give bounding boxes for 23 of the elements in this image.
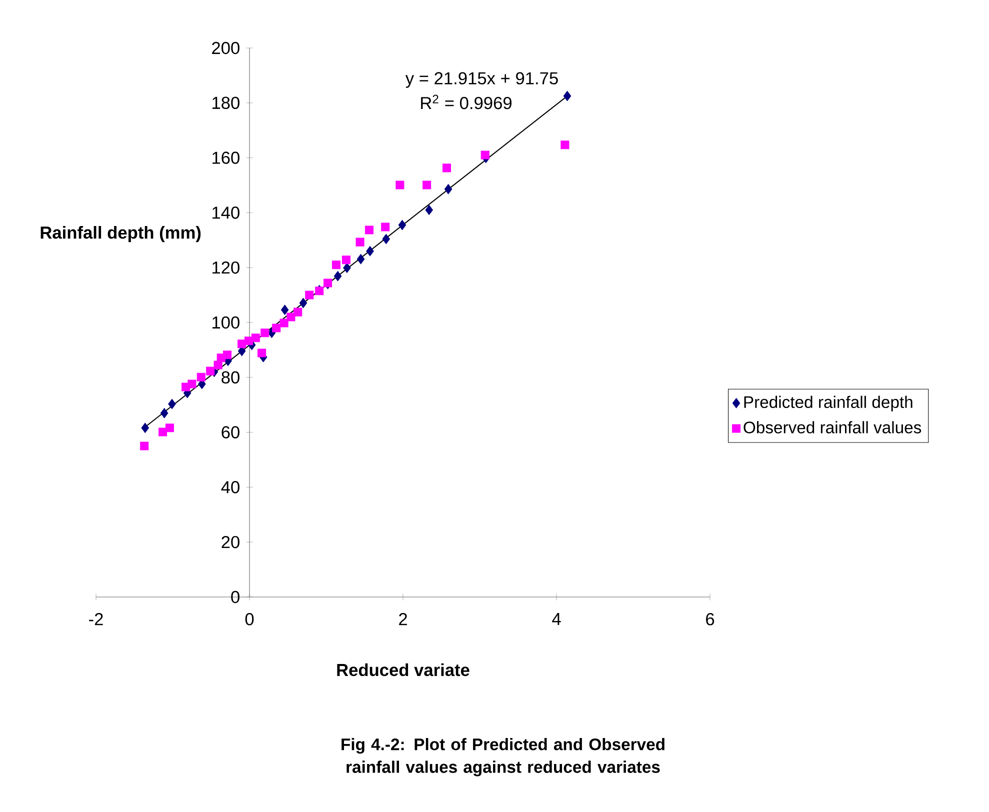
y-tick-label: 160: [212, 152, 240, 164]
x-tick-label: 4: [552, 613, 561, 625]
y-tick-label: 40: [221, 481, 240, 494]
y-tick-label: 60: [222, 426, 240, 438]
y-tick-label: 140: [212, 206, 240, 219]
x-tick-label: 6: [706, 613, 714, 626]
caption: Fig 4.-2: Plot of Predicted and Observed rainfall values against reduced variates: [342, 738, 664, 776]
x-axis-title: Reduced variate: [337, 663, 470, 676]
y-tick-label: 0: [231, 590, 240, 604]
y-tick-label: 100: [212, 316, 240, 329]
y-tick-label: 20: [222, 536, 240, 548]
annotation: y = 21.915x + 91.75: [405, 72, 558, 88]
y-tick-label: 180: [212, 96, 240, 110]
annotation: R$^{2}$ = 0.9969: [421, 94, 512, 110]
legend-label: Observed rainfall values: [744, 421, 922, 434]
y-tick-label: 200: [212, 42, 240, 54]
y-tick-label: 120: [212, 261, 240, 274]
x-tick-label: 2: [399, 613, 407, 626]
x-tick-label: -2: [89, 613, 103, 626]
legend-label: Predicted rainfall depth: [744, 396, 912, 412]
x-tick-label: 0: [245, 613, 254, 626]
y-tick-label: 80: [222, 371, 240, 384]
y-axis-title: Rainfall depth (mm): [40, 226, 201, 242]
